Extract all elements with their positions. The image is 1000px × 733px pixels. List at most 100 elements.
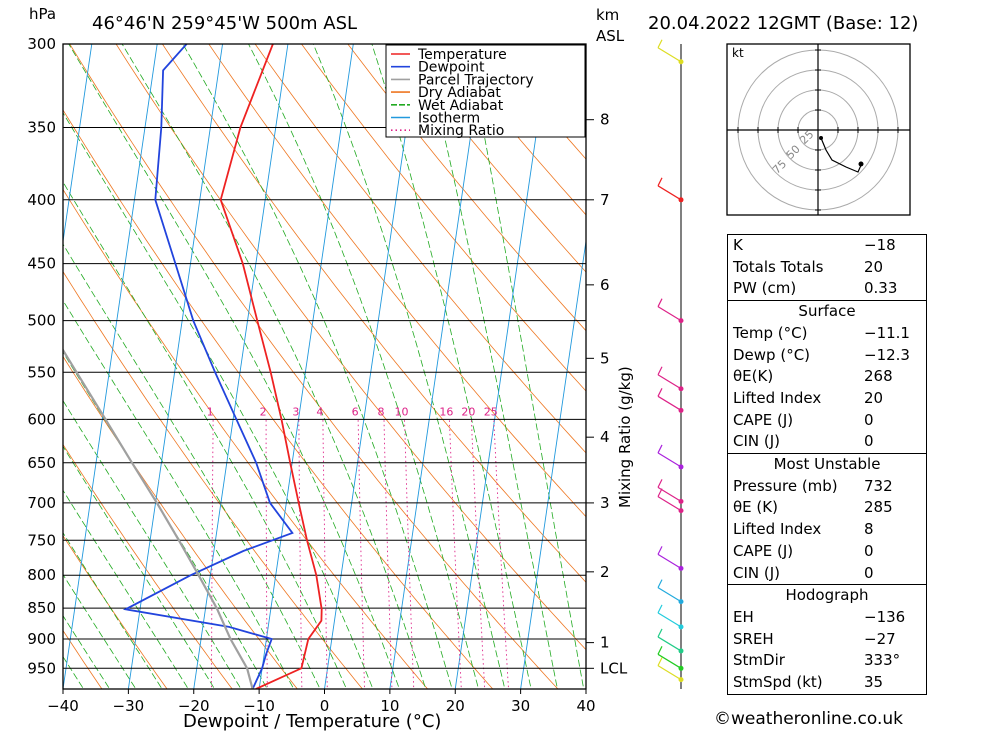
mixing-ratio-line	[322, 419, 328, 689]
surface-index-value: 20	[864, 388, 884, 407]
most-unstable-section: Most Unstable Pressure (mb) 732 θE (K) 285 L…	[728, 453, 926, 584]
legend-box	[385, 44, 586, 138]
basic-index-label: K	[733, 236, 743, 254]
temperature-tick-label: −40	[47, 697, 79, 715]
hodograph-section: Hodograph EH −136 SREH −27 StmDir 333° StmSpd …	[728, 584, 926, 694]
mixing-ratio-line	[357, 419, 365, 689]
surface-section: Surface Temp (°C) −11.1 Dewp (°C) −12.3 θE(K…	[728, 300, 926, 453]
dry-adiabat	[254, 44, 586, 454]
km-tick-label: 5	[600, 349, 610, 367]
temperature-tick-label: 20	[446, 697, 465, 715]
pressure-tick-label: 350	[27, 118, 56, 136]
dry-adiabat	[63, 109, 494, 689]
mixing-ratio-line	[493, 419, 509, 689]
dry-adiabat	[0, 0, 41, 696]
basic-index-row: PW (cm) 0.33	[728, 278, 926, 300]
mixing-ratio-lines	[211, 419, 509, 689]
dry-adiabats	[0, 0, 586, 696]
basic-index-label: PW (cm)	[733, 279, 797, 298]
surface-index-row: θE(K) 268	[728, 366, 926, 388]
most-unstable-index-row: Pressure (mb) 732	[728, 476, 926, 498]
dry-adiabat	[63, 355, 298, 689]
hodograph-index-row: StmDir 333°	[728, 650, 926, 672]
dry-adiabat	[115, 44, 586, 651]
wet-adiabat	[371, 44, 532, 689]
wind-barb	[657, 636, 682, 652]
wind-barb-feather	[657, 579, 663, 588]
surface-index-value: 268	[864, 367, 893, 386]
most-unstable-index-label: CAPE (J)	[733, 541, 794, 560]
km-tick-label: LCL	[600, 659, 628, 677]
wind-barb	[657, 185, 682, 201]
km-tick-label: 1	[600, 634, 610, 652]
wet-adiabat	[63, 614, 111, 689]
mixing-ratio-label: 2	[260, 405, 267, 418]
dry-adiabat	[301, 44, 586, 392]
pressure-tick-label: 950	[27, 659, 56, 677]
indices-table: K −18 Totals Totals 20 PW (cm) 0.33 Surface T…	[727, 234, 927, 695]
temperature-tick-labels: −40 −30 −20 −10 0 10 20 30 40	[47, 689, 596, 715]
temperature-tick-label: 30	[511, 697, 530, 715]
surface-index-value: −12.3	[864, 345, 910, 364]
wind-barb	[657, 496, 682, 512]
km-tick-label: 4	[600, 428, 610, 446]
mixing-ratio-label: 10	[395, 405, 409, 418]
wind-barb-feather	[657, 388, 663, 397]
mixing-ratio-line	[265, 419, 268, 689]
wind-barb	[657, 374, 682, 390]
dry-adiabat	[63, 270, 364, 689]
wind-barb	[657, 612, 682, 628]
x-axis-title: Dewpoint / Temperature (°C)	[183, 711, 441, 732]
dry-adiabat	[347, 44, 586, 332]
pressure-tick-label: 400	[27, 191, 56, 209]
wind-barb-dot	[678, 197, 684, 203]
surface-index-row: Lifted Index 20	[728, 388, 926, 410]
mixing-ratio-label: 8	[377, 405, 384, 418]
wind-barb-feather	[657, 546, 663, 555]
pressure-tick-label: 450	[27, 255, 56, 273]
pressure-tick-label: 600	[27, 410, 56, 428]
wind-barb-feather	[657, 646, 663, 655]
temperature-tick-label: 10	[380, 697, 399, 715]
temperature-tick-label: −10	[243, 697, 275, 715]
km-tick-label: 7	[600, 191, 610, 209]
wet-adiabat	[422, 44, 558, 689]
hodograph-index-value: 333°	[864, 651, 901, 670]
pressure-tick-label: 800	[27, 566, 56, 584]
pressure-tick-label: 900	[27, 630, 56, 648]
wind-barb-feather	[657, 488, 663, 497]
surface-index-row: CAPE (J) 0	[728, 410, 926, 432]
legend-label: Isotherm	[418, 111, 480, 127]
basic-indices: K −18 Totals Totals 20 PW (cm) 0.33	[728, 235, 926, 300]
wind-barb	[657, 452, 682, 468]
skewt-plot-area	[0, 0, 586, 696]
wet-adiabat	[63, 243, 321, 689]
hodograph-index-row: SREH −27	[728, 629, 926, 651]
most-unstable-index-label: Lifted Index	[733, 520, 822, 539]
wet-adiabat	[68, 44, 400, 689]
wind-barb-feather	[657, 479, 663, 488]
most-unstable-index-label: θE (K)	[733, 498, 778, 517]
hodograph-index-label: EH	[733, 607, 754, 626]
mixing-ratio-label: 1	[207, 405, 214, 418]
wet-adiabat	[63, 489, 189, 689]
surface-index-value: −11.1	[864, 323, 910, 342]
basic-index-row: K −18	[728, 235, 926, 257]
isotherm	[258, 44, 354, 689]
temperature-tick-label: 0	[320, 697, 330, 715]
mixing-ratio-label: 6	[352, 405, 359, 418]
legend-label: Mixing Ratio	[418, 123, 504, 139]
most-unstable-index-row: Lifted Index 8	[728, 519, 926, 541]
legend-label: Dry Adiabat	[418, 85, 501, 101]
mixing-ratio-labels: 1 2 3 4 6 8 10 16 20 25	[207, 405, 498, 418]
hpa-label: hPa	[29, 5, 56, 23]
most-unstable-index-row: CIN (J) 0	[728, 563, 926, 585]
hodograph-index-value: −27	[864, 629, 896, 648]
temperature-tick-label: −20	[178, 697, 210, 715]
wind-barb-feather	[657, 604, 663, 614]
dry-adiabat	[69, 44, 559, 689]
hodograph-index-value: 35	[864, 673, 884, 692]
pressure-tick-labels: 300 350 400 450 500 550 600 650 700 750 800 850 900 9…	[27, 35, 56, 677]
isobars	[63, 44, 586, 669]
wind-barb	[657, 553, 682, 569]
